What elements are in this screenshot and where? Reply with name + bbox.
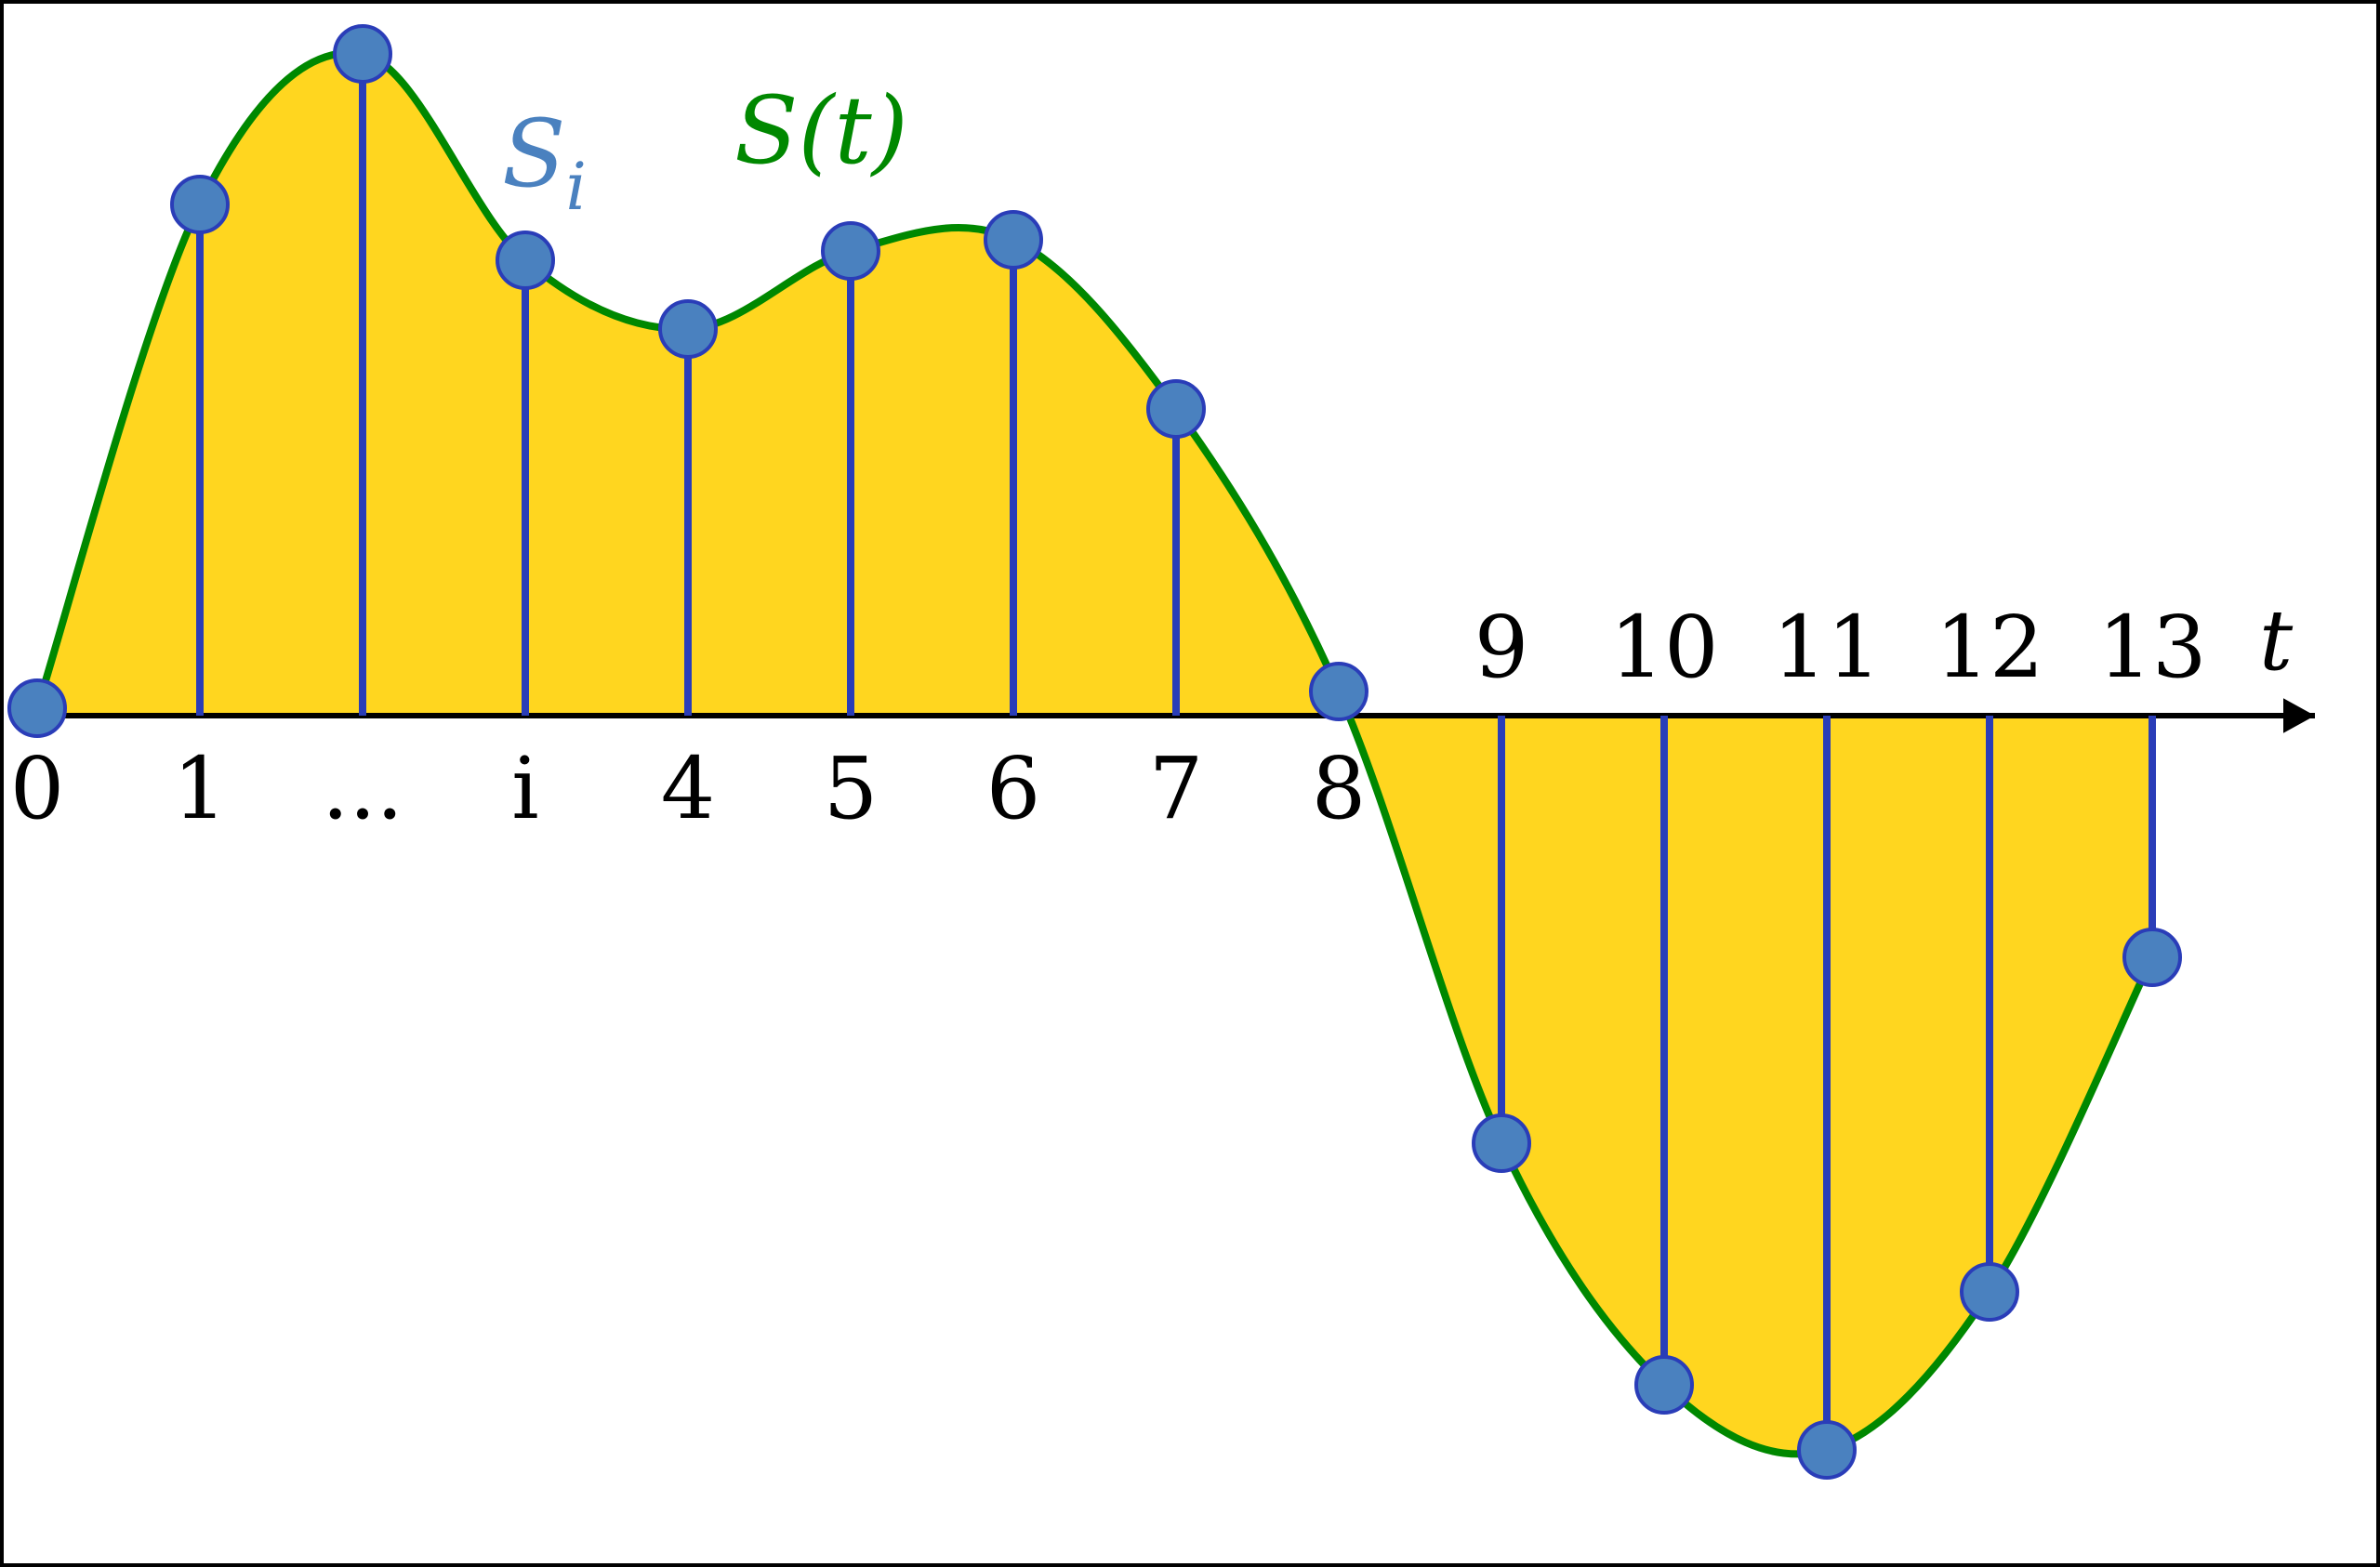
sample-marker — [1148, 381, 1204, 437]
sample-marker — [1311, 664, 1367, 719]
x-tick-label: 10 — [1609, 598, 1718, 697]
x-tick-label: 8 — [1312, 739, 1367, 838]
sample-marker — [660, 301, 716, 357]
sample-marker — [1474, 1115, 1529, 1171]
x-tick-label: ... — [322, 739, 403, 838]
sample-marker — [9, 680, 65, 736]
sample-marker — [985, 212, 1041, 268]
annotation-s-t: S(t) — [734, 76, 908, 185]
sample-marker — [497, 232, 553, 288]
x-tick-label: 4 — [661, 739, 716, 838]
sample-marker — [1636, 1357, 1692, 1413]
sample-marker — [172, 177, 228, 232]
sample-marker — [823, 223, 879, 279]
sample-marker — [335, 26, 390, 82]
x-tick-label: 7 — [1149, 739, 1204, 838]
sample-marker — [1799, 1422, 1855, 1478]
x-tick-label: 0 — [10, 739, 65, 838]
sample-marker — [2124, 929, 2180, 985]
x-tick-label: 5 — [824, 739, 879, 838]
x-tick-label: 13 — [2097, 598, 2206, 697]
x-tick-label: 1 — [173, 739, 228, 838]
sample-marker — [1962, 1264, 2017, 1320]
x-tick-label: 6 — [986, 739, 1041, 838]
x-tick-label: i — [511, 739, 538, 838]
x-tick-label: 12 — [1935, 598, 2043, 697]
x-tick-label: 11 — [1772, 598, 1881, 697]
x-tick-label: 9 — [1474, 598, 1529, 697]
axis-label-t: t — [2259, 592, 2294, 690]
